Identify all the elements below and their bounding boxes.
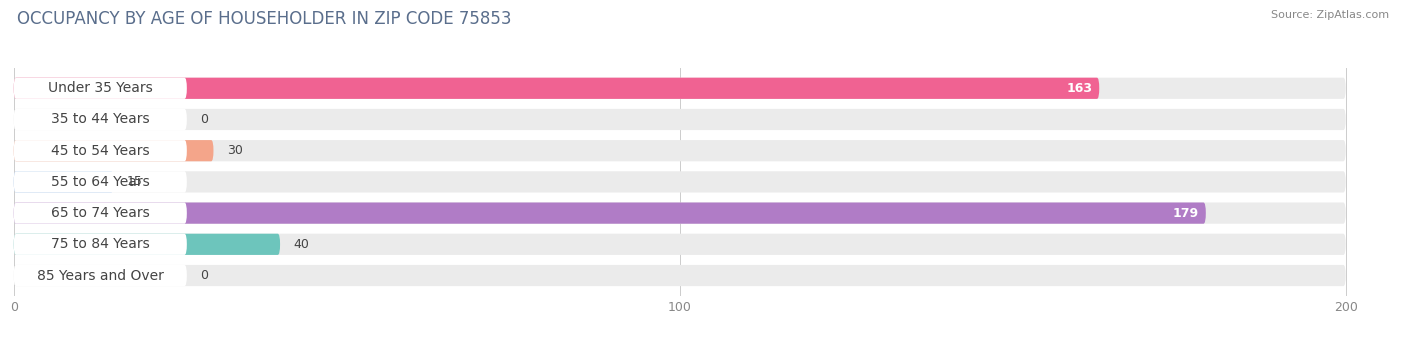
FancyBboxPatch shape <box>14 171 1346 192</box>
Text: 85 Years and Over: 85 Years and Over <box>37 269 163 283</box>
Text: Source: ZipAtlas.com: Source: ZipAtlas.com <box>1271 10 1389 20</box>
FancyBboxPatch shape <box>14 234 280 255</box>
FancyBboxPatch shape <box>14 203 1346 224</box>
FancyBboxPatch shape <box>14 140 214 161</box>
FancyBboxPatch shape <box>14 140 1346 161</box>
Text: 15: 15 <box>127 175 143 188</box>
Text: 0: 0 <box>200 269 208 282</box>
FancyBboxPatch shape <box>14 234 187 255</box>
FancyBboxPatch shape <box>14 265 1346 286</box>
FancyBboxPatch shape <box>14 78 1346 99</box>
FancyBboxPatch shape <box>14 203 1206 224</box>
Text: 35 to 44 Years: 35 to 44 Years <box>51 113 149 126</box>
Text: 45 to 54 Years: 45 to 54 Years <box>51 144 149 158</box>
Text: 65 to 74 Years: 65 to 74 Years <box>51 206 149 220</box>
FancyBboxPatch shape <box>14 78 187 99</box>
Text: OCCUPANCY BY AGE OF HOUSEHOLDER IN ZIP CODE 75853: OCCUPANCY BY AGE OF HOUSEHOLDER IN ZIP C… <box>17 10 512 28</box>
Text: 55 to 64 Years: 55 to 64 Years <box>51 175 149 189</box>
FancyBboxPatch shape <box>14 109 187 130</box>
Text: Under 35 Years: Under 35 Years <box>48 81 153 95</box>
Text: 179: 179 <box>1173 207 1199 220</box>
Text: 0: 0 <box>200 113 208 126</box>
FancyBboxPatch shape <box>14 109 1346 130</box>
Text: 163: 163 <box>1067 82 1092 95</box>
FancyBboxPatch shape <box>14 140 187 161</box>
FancyBboxPatch shape <box>14 171 187 192</box>
FancyBboxPatch shape <box>14 78 1099 99</box>
Text: 75 to 84 Years: 75 to 84 Years <box>51 237 149 251</box>
FancyBboxPatch shape <box>14 171 114 192</box>
FancyBboxPatch shape <box>14 265 187 286</box>
Text: 40: 40 <box>294 238 309 251</box>
FancyBboxPatch shape <box>14 234 1346 255</box>
FancyBboxPatch shape <box>14 203 187 224</box>
Text: 30: 30 <box>226 144 243 157</box>
